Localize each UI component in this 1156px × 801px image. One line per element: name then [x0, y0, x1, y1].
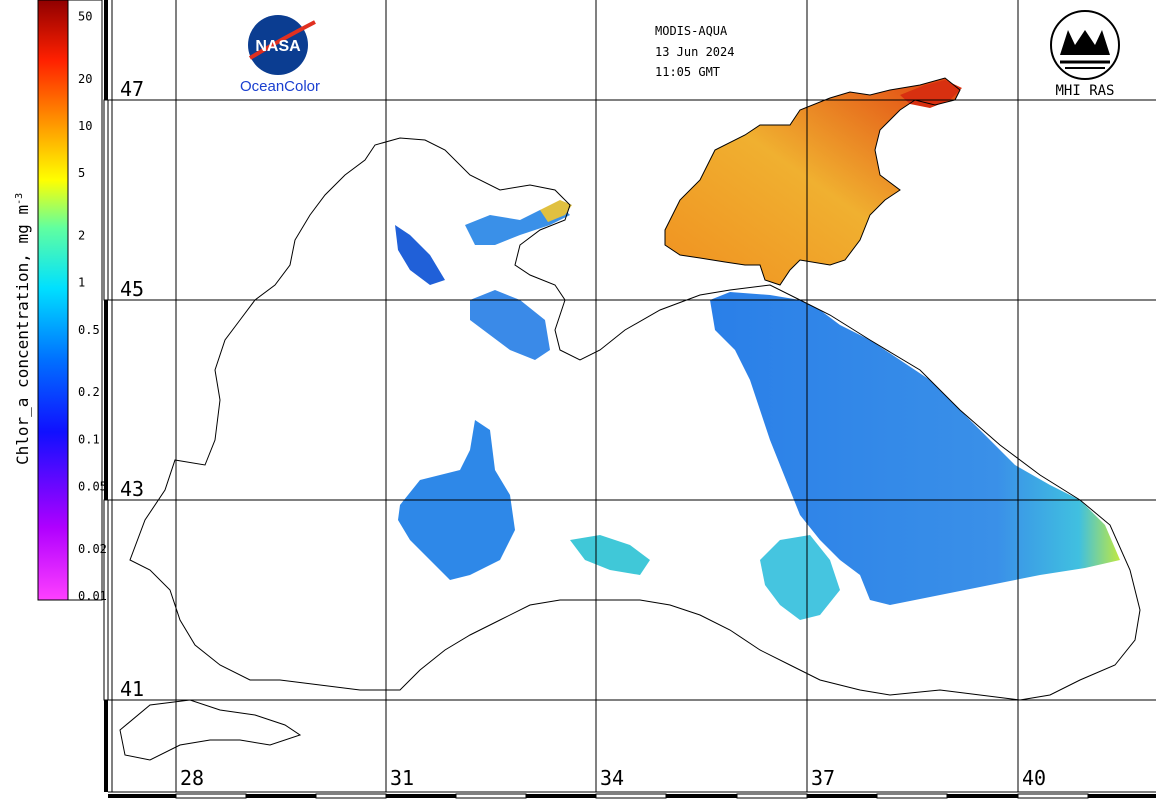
lat-labels: 47 45 43 41 [120, 77, 144, 701]
lat-lon-grid [108, 0, 1156, 792]
colorbar-tick-label: 0.2 [78, 385, 100, 399]
colorbar-tick-label: 5 [78, 166, 85, 180]
colorbar-tick-label: 0.01 [78, 589, 107, 603]
colorbar: 50 20 10 5 2 1 0.5 0.2 0.1 0.05 0.02 0.01 Chlor_a c… [13, 0, 107, 603]
black-sea-coast [129, 137, 1141, 701]
mhi-logo: MHI RAS [1050, 10, 1120, 99]
lat-label-47: 47 [120, 77, 144, 101]
nasa-wordmark: NASA [255, 38, 301, 55]
colorbar-tick-label: 2 [78, 229, 85, 243]
colorbar-tick-label: 20 [78, 72, 92, 86]
mhi-wordmark: MHI RAS [1055, 83, 1114, 99]
nw-shelf-patch-2 [395, 225, 445, 285]
lon-label-34: 34 [600, 766, 624, 790]
lon-axis-ruler [108, 791, 1156, 799]
lat-axis-ruler [103, 0, 113, 792]
azov-coast [664, 77, 961, 286]
lat-label-41: 41 [120, 677, 144, 701]
colorbar-tick-label: 0.02 [78, 542, 107, 556]
lon-label-28: 28 [180, 766, 204, 790]
nw-shelf-patch [470, 290, 550, 360]
time-label: 11:05 GMT [655, 65, 720, 79]
colorbar-tick-label: 0.1 [78, 432, 100, 446]
sensor-label: MODIS-AQUA [655, 24, 728, 38]
colorbar-tick-label: 10 [78, 119, 92, 133]
lon-labels: 28 31 34 37 40 [180, 766, 1046, 790]
lat-label-45: 45 [120, 277, 144, 301]
colorbar-title: Chlor_a concentration, mg m-3 [13, 193, 32, 465]
coastline [119, 77, 1141, 761]
south-central-patch [760, 535, 840, 620]
azov-chlorophyll [665, 78, 960, 285]
header: MODIS-AQUA 13 Jun 2024 11:05 GMT [655, 24, 734, 79]
dnieper-patch [540, 200, 572, 222]
lat-label-43: 43 [120, 477, 144, 501]
colorbar-swatch [37, 0, 69, 601]
nasa-logo: NASA OceanColor [240, 15, 320, 95]
colorbar-tick-label: 0.05 [78, 480, 107, 494]
colorbar-ticks: 50 20 10 5 2 1 0.5 0.2 0.1 0.05 0.02 0.01 [78, 9, 107, 603]
lon-label-40: 40 [1022, 766, 1046, 790]
colorbar-tick-label: 1 [78, 276, 85, 290]
colorbar-tick-label: 50 [78, 9, 92, 23]
colorbar-tick-label: 0.5 [78, 323, 100, 337]
south-coast-patches [570, 535, 650, 575]
date-label: 13 Jun 2024 [655, 45, 734, 59]
azov-hot-east [900, 80, 962, 108]
marmara-coast [119, 699, 302, 761]
lon-label-37: 37 [811, 766, 835, 790]
lon-label-31: 31 [390, 766, 414, 790]
nasa-meatball-icon [248, 15, 308, 75]
oceancolor-wordmark: OceanColor [240, 78, 320, 95]
